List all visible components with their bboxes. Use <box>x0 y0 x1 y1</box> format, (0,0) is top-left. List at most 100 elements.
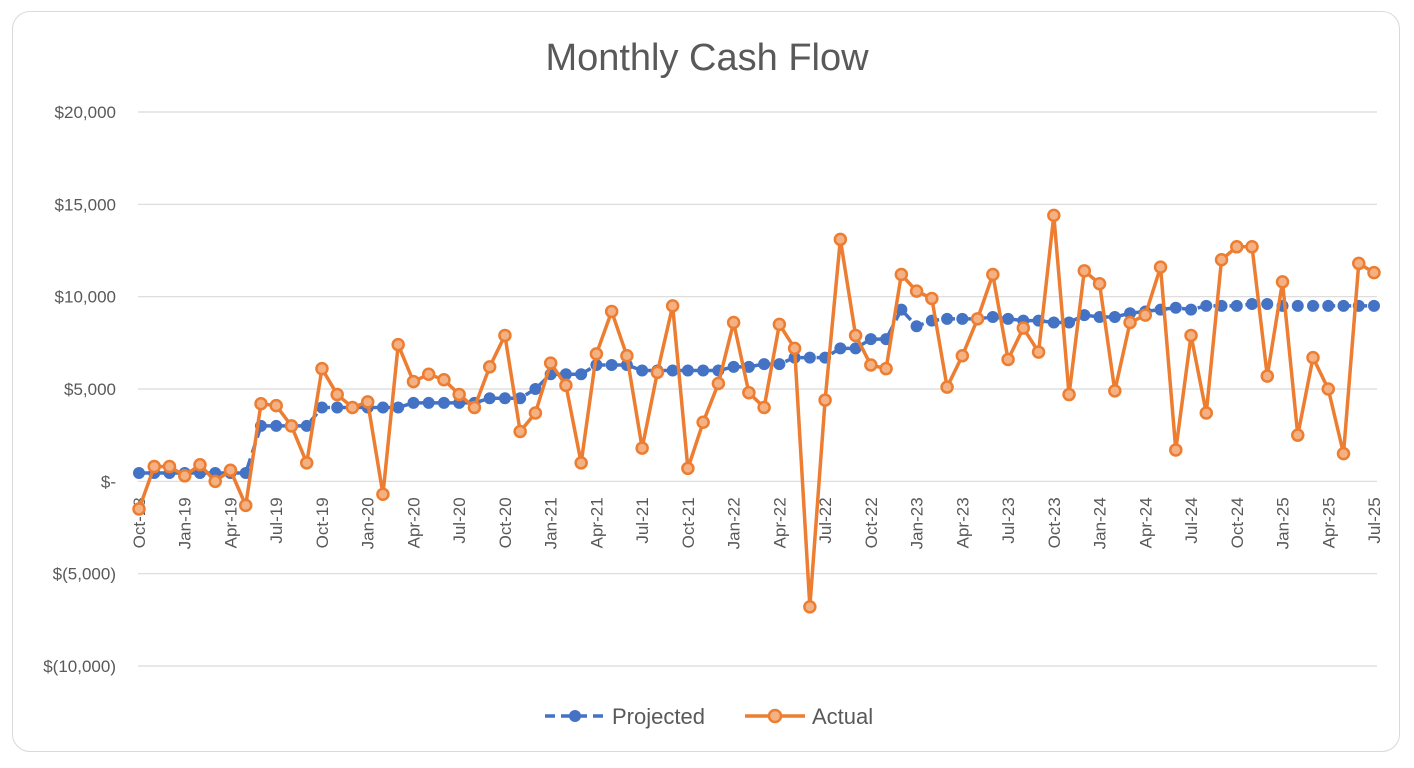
legend-swatch-marker <box>767 708 783 724</box>
data-point-actual <box>1352 256 1366 271</box>
x-tick-label: Apr-24 <box>1136 497 1155 548</box>
data-point-projected <box>483 392 496 405</box>
data-point-actual <box>559 378 573 393</box>
data-point-actual <box>482 360 497 374</box>
data-point-projected <box>1108 310 1121 323</box>
data-point-projected <box>605 358 618 371</box>
data-point-projected <box>727 360 740 373</box>
data-point-projected <box>1169 301 1182 314</box>
data-point-actual <box>620 349 634 363</box>
legend-swatch-marker <box>569 710 581 722</box>
x-tick-label: Jan-25 <box>1274 497 1293 549</box>
data-point-projected <box>331 401 344 414</box>
x-tick-label: Jan-23 <box>908 497 927 549</box>
data-point-actual <box>177 469 192 483</box>
x-tick-label: Apr-25 <box>1319 497 1338 548</box>
data-point-actual <box>1275 275 1290 289</box>
data-point-actual <box>1260 369 1275 383</box>
data-point-actual <box>452 387 466 402</box>
y-tick-label: $20,000 <box>55 103 116 122</box>
data-point-actual <box>1169 443 1183 457</box>
data-point-actual <box>665 299 680 313</box>
data-point-projected <box>636 364 649 377</box>
x-tick-label: Jul-25 <box>1365 497 1384 543</box>
data-point-actual <box>147 459 161 474</box>
x-axis-tick-labels: Oct-18 Jan-19 Apr-19 Jul-19 Oct-19 Jan-20 Apr-… <box>130 497 1384 549</box>
data-point-actual <box>650 365 665 380</box>
data-point-projected <box>376 401 389 414</box>
legend-item-actual: Actual <box>745 704 873 729</box>
data-point-actual <box>925 291 939 306</box>
series-line-actual <box>137 213 1375 609</box>
data-point-projected <box>1047 316 1060 329</box>
data-point-actual <box>330 387 344 402</box>
data-point-actual <box>406 374 421 389</box>
data-point-actual <box>513 424 527 439</box>
data-point-actual <box>757 400 771 415</box>
data-point-actual <box>299 456 314 470</box>
data-point-actual <box>421 367 436 381</box>
data-point-actual <box>940 380 954 394</box>
data-point-actual <box>894 267 909 282</box>
x-tick-label: Jul-19 <box>267 497 286 543</box>
data-point-projected <box>422 396 435 409</box>
data-point-projected <box>392 401 405 414</box>
x-tick-label: Apr-23 <box>953 497 972 548</box>
data-point-projected <box>1307 299 1320 312</box>
data-point-actual <box>315 361 329 376</box>
data-point-projected <box>1063 316 1076 329</box>
data-point-actual <box>818 393 832 407</box>
y-tick-label: $15,000 <box>55 195 116 214</box>
y-tick-label: $- <box>101 472 116 491</box>
data-point-projected <box>910 320 923 333</box>
data-point-projected <box>1002 312 1015 325</box>
data-point-actual <box>711 376 726 391</box>
data-point-actual <box>589 347 604 361</box>
data-point-actual <box>1138 308 1153 322</box>
data-point-projected <box>529 383 542 395</box>
data-point-projected <box>1185 303 1198 316</box>
legend-item-projected: Projected <box>545 704 705 729</box>
data-point-actual <box>726 315 741 330</box>
data-point-projected <box>1368 299 1380 312</box>
data-point-actual <box>1031 345 1046 359</box>
data-point-actual <box>1321 382 1336 396</box>
data-point-actual <box>1367 265 1381 280</box>
data-point-actual <box>528 406 543 420</box>
data-point-projected <box>1200 299 1213 312</box>
gridlines <box>138 111 1377 667</box>
x-tick-label: Jul-20 <box>450 497 469 543</box>
y-tick-label: $(5,000) <box>53 565 116 584</box>
legend-label: Actual <box>812 704 873 729</box>
data-point-actual <box>269 398 283 413</box>
data-point-actual <box>574 456 588 470</box>
x-tick-label: Apr-19 <box>221 497 240 548</box>
data-point-actual <box>1123 315 1137 330</box>
data-point-actual <box>1047 208 1061 223</box>
data-point-projected <box>1322 299 1335 312</box>
data-point-actual <box>238 498 253 513</box>
data-point-actual <box>1291 428 1305 442</box>
data-point-projected <box>681 364 694 377</box>
data-point-actual <box>1306 350 1320 365</box>
data-point-actual <box>284 419 299 433</box>
data-point-actual <box>1108 384 1122 398</box>
data-point-actual <box>345 400 360 415</box>
data-point-actual <box>437 373 451 387</box>
data-point-actual <box>864 358 878 372</box>
data-point-actual <box>1016 321 1031 335</box>
data-point-actual <box>604 304 619 319</box>
data-point-actual <box>1214 252 1229 267</box>
data-point-actual <box>467 400 482 415</box>
data-point-projected <box>270 419 283 432</box>
data-point-projected <box>498 392 511 405</box>
data-point-actual <box>803 600 817 614</box>
x-tick-label: Oct-23 <box>1045 497 1064 548</box>
x-tick-label: Oct-19 <box>313 497 332 548</box>
data-point-actual <box>787 341 802 356</box>
x-tick-label: Apr-21 <box>587 497 606 548</box>
data-point-actual <box>162 459 177 474</box>
data-point-actual <box>986 267 1000 282</box>
x-tick-label: Oct-20 <box>496 497 515 548</box>
